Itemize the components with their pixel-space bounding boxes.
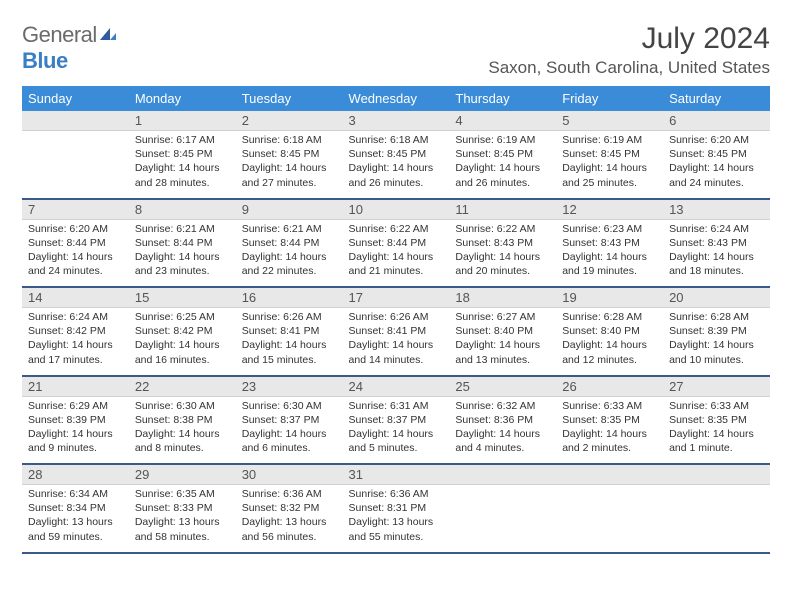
day-cell: Sunrise: 6:18 AM Sunset: 8:45 PM Dayligh… xyxy=(236,131,343,199)
day-number: 9 xyxy=(236,199,343,220)
day-number: 31 xyxy=(343,464,450,485)
day-cell: Sunrise: 6:30 AM Sunset: 8:37 PM Dayligh… xyxy=(236,396,343,464)
day-number: 28 xyxy=(22,464,129,485)
day-number: 16 xyxy=(236,287,343,308)
day-cell: Sunrise: 6:19 AM Sunset: 8:45 PM Dayligh… xyxy=(556,131,663,199)
day-number: 11 xyxy=(449,199,556,220)
title-block: July 2024 Saxon, South Carolina, United … xyxy=(488,22,770,78)
day-number: 24 xyxy=(343,376,450,397)
day-cell: Sunrise: 6:20 AM Sunset: 8:45 PM Dayligh… xyxy=(663,131,770,199)
day-cell: Sunrise: 6:35 AM Sunset: 8:33 PM Dayligh… xyxy=(129,485,236,553)
day-number: 7 xyxy=(22,199,129,220)
day-number-row: 21222324252627 xyxy=(22,376,770,397)
day-number xyxy=(556,464,663,485)
day-cell: Sunrise: 6:30 AM Sunset: 8:38 PM Dayligh… xyxy=(129,396,236,464)
day-cell: Sunrise: 6:19 AM Sunset: 8:45 PM Dayligh… xyxy=(449,131,556,199)
day-number: 18 xyxy=(449,287,556,308)
weekday-header: Tuesday xyxy=(236,86,343,111)
weekday-header: Thursday xyxy=(449,86,556,111)
day-number-row: 14151617181920 xyxy=(22,287,770,308)
day-number: 12 xyxy=(556,199,663,220)
day-number: 15 xyxy=(129,287,236,308)
day-number: 27 xyxy=(663,376,770,397)
day-cell: Sunrise: 6:26 AM Sunset: 8:41 PM Dayligh… xyxy=(236,308,343,376)
logo-sail-icon xyxy=(98,26,118,47)
day-number: 29 xyxy=(129,464,236,485)
location-text: Saxon, South Carolina, United States xyxy=(488,58,770,78)
day-cell: Sunrise: 6:27 AM Sunset: 8:40 PM Dayligh… xyxy=(449,308,556,376)
day-number: 2 xyxy=(236,111,343,131)
day-number-row: 123456 xyxy=(22,111,770,131)
day-number: 10 xyxy=(343,199,450,220)
day-number: 14 xyxy=(22,287,129,308)
day-cell: Sunrise: 6:32 AM Sunset: 8:36 PM Dayligh… xyxy=(449,396,556,464)
logo-word-blue: Blue xyxy=(22,48,68,73)
day-cell: Sunrise: 6:24 AM Sunset: 8:43 PM Dayligh… xyxy=(663,219,770,287)
logo: General Blue xyxy=(22,22,118,74)
day-number xyxy=(449,464,556,485)
day-number: 19 xyxy=(556,287,663,308)
calendar-table: Sunday Monday Tuesday Wednesday Thursday… xyxy=(22,86,770,554)
day-cell: Sunrise: 6:34 AM Sunset: 8:34 PM Dayligh… xyxy=(22,485,129,553)
day-cell xyxy=(22,131,129,199)
day-content-row: Sunrise: 6:24 AM Sunset: 8:42 PM Dayligh… xyxy=(22,308,770,376)
weekday-header-row: Sunday Monday Tuesday Wednesday Thursday… xyxy=(22,86,770,111)
month-title: July 2024 xyxy=(488,22,770,56)
day-content-row: Sunrise: 6:29 AM Sunset: 8:39 PM Dayligh… xyxy=(22,396,770,464)
day-content-row: Sunrise: 6:34 AM Sunset: 8:34 PM Dayligh… xyxy=(22,485,770,553)
weekday-header: Friday xyxy=(556,86,663,111)
day-number: 23 xyxy=(236,376,343,397)
day-number: 4 xyxy=(449,111,556,131)
day-cell: Sunrise: 6:29 AM Sunset: 8:39 PM Dayligh… xyxy=(22,396,129,464)
day-cell: Sunrise: 6:17 AM Sunset: 8:45 PM Dayligh… xyxy=(129,131,236,199)
day-number xyxy=(22,111,129,131)
day-cell: Sunrise: 6:36 AM Sunset: 8:31 PM Dayligh… xyxy=(343,485,450,553)
day-cell: Sunrise: 6:20 AM Sunset: 8:44 PM Dayligh… xyxy=(22,219,129,287)
day-number: 17 xyxy=(343,287,450,308)
day-cell: Sunrise: 6:31 AM Sunset: 8:37 PM Dayligh… xyxy=(343,396,450,464)
day-content-row: Sunrise: 6:20 AM Sunset: 8:44 PM Dayligh… xyxy=(22,219,770,287)
day-content-row: Sunrise: 6:17 AM Sunset: 8:45 PM Dayligh… xyxy=(22,131,770,199)
day-number-row: 78910111213 xyxy=(22,199,770,220)
day-cell: Sunrise: 6:28 AM Sunset: 8:40 PM Dayligh… xyxy=(556,308,663,376)
day-cell: Sunrise: 6:21 AM Sunset: 8:44 PM Dayligh… xyxy=(129,219,236,287)
day-cell: Sunrise: 6:22 AM Sunset: 8:44 PM Dayligh… xyxy=(343,219,450,287)
day-number: 20 xyxy=(663,287,770,308)
day-number: 22 xyxy=(129,376,236,397)
header: General Blue July 2024 Saxon, South Caro… xyxy=(22,22,770,78)
day-cell: Sunrise: 6:25 AM Sunset: 8:42 PM Dayligh… xyxy=(129,308,236,376)
day-cell: Sunrise: 6:26 AM Sunset: 8:41 PM Dayligh… xyxy=(343,308,450,376)
logo-word-general: General xyxy=(22,22,97,47)
day-number: 13 xyxy=(663,199,770,220)
day-number: 26 xyxy=(556,376,663,397)
weekday-header: Saturday xyxy=(663,86,770,111)
day-cell: Sunrise: 6:33 AM Sunset: 8:35 PM Dayligh… xyxy=(663,396,770,464)
day-number: 8 xyxy=(129,199,236,220)
day-number-row: 28293031 xyxy=(22,464,770,485)
weekday-header: Sunday xyxy=(22,86,129,111)
day-cell: Sunrise: 6:28 AM Sunset: 8:39 PM Dayligh… xyxy=(663,308,770,376)
day-cell: Sunrise: 6:33 AM Sunset: 8:35 PM Dayligh… xyxy=(556,396,663,464)
day-number xyxy=(663,464,770,485)
weekday-header: Wednesday xyxy=(343,86,450,111)
day-number: 30 xyxy=(236,464,343,485)
day-cell xyxy=(663,485,770,553)
day-cell: Sunrise: 6:24 AM Sunset: 8:42 PM Dayligh… xyxy=(22,308,129,376)
day-number: 5 xyxy=(556,111,663,131)
day-cell: Sunrise: 6:21 AM Sunset: 8:44 PM Dayligh… xyxy=(236,219,343,287)
day-cell xyxy=(556,485,663,553)
day-cell: Sunrise: 6:23 AM Sunset: 8:43 PM Dayligh… xyxy=(556,219,663,287)
day-number: 6 xyxy=(663,111,770,131)
day-number: 1 xyxy=(129,111,236,131)
day-number: 21 xyxy=(22,376,129,397)
day-cell: Sunrise: 6:18 AM Sunset: 8:45 PM Dayligh… xyxy=(343,131,450,199)
day-cell: Sunrise: 6:22 AM Sunset: 8:43 PM Dayligh… xyxy=(449,219,556,287)
weekday-header: Monday xyxy=(129,86,236,111)
day-cell xyxy=(449,485,556,553)
day-cell: Sunrise: 6:36 AM Sunset: 8:32 PM Dayligh… xyxy=(236,485,343,553)
day-number: 25 xyxy=(449,376,556,397)
day-number: 3 xyxy=(343,111,450,131)
